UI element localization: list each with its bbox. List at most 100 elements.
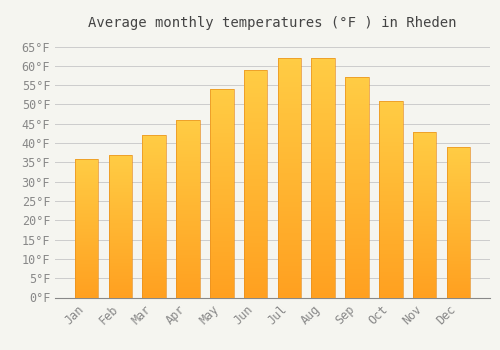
Bar [345,282,369,284]
Bar [278,257,301,259]
Bar [379,154,402,156]
Bar [446,288,470,290]
Bar [278,211,301,214]
Bar [210,214,234,216]
Bar [176,193,200,195]
Bar [312,82,335,84]
Bar [312,65,335,68]
Bar [210,279,234,281]
Bar [379,138,402,140]
Bar [379,211,402,213]
Bar [312,231,335,233]
Bar [244,199,268,202]
Bar [345,295,369,298]
Bar [176,120,200,298]
Bar [108,239,132,240]
Bar [413,185,436,186]
Bar [75,259,98,260]
Bar [75,171,98,173]
Bar [345,113,369,115]
Bar [446,178,470,180]
Bar [379,108,402,111]
Bar [278,89,301,92]
Bar [142,241,166,242]
Bar [312,276,335,278]
Bar [108,249,132,250]
Bar [312,290,335,293]
Bar [75,273,98,274]
Bar [312,125,335,127]
Bar [446,194,470,195]
Bar [244,261,268,263]
Bar [142,278,166,280]
Bar [142,169,166,171]
Bar [142,225,166,226]
Bar [446,199,470,201]
Bar [75,282,98,284]
Bar [312,144,335,147]
Bar [108,213,132,215]
Bar [244,179,268,181]
Bar [278,65,301,68]
Bar [142,272,166,273]
Bar [312,118,335,120]
Bar [108,159,132,160]
Bar [142,140,166,142]
Bar [278,125,301,127]
Bar [312,159,335,161]
Bar [75,166,98,167]
Bar [108,296,132,297]
Bar [345,278,369,280]
Bar [176,166,200,168]
Bar [75,183,98,185]
Title: Average monthly temperatures (°F ) in Rheden: Average monthly temperatures (°F ) in Rh… [88,16,457,30]
Bar [379,142,402,144]
Bar [379,294,402,295]
Bar [312,75,335,77]
Bar [244,108,268,111]
Bar [176,244,200,246]
Bar [244,202,268,204]
Bar [312,264,335,266]
Bar [345,95,369,97]
Bar [210,295,234,298]
Bar [210,247,234,250]
Bar [345,77,369,298]
Bar [176,150,200,152]
Bar [176,129,200,131]
Bar [176,141,200,143]
Bar [312,94,335,97]
Bar [413,264,436,266]
Bar [379,101,402,298]
Bar [108,236,132,238]
Bar [142,142,166,143]
Bar [278,286,301,288]
Bar [446,287,470,288]
Bar [244,133,268,136]
Bar [446,286,470,287]
Bar [446,256,470,257]
Bar [446,158,470,159]
Bar [176,230,200,232]
Bar [312,137,335,140]
Bar [278,58,301,298]
Bar [379,177,402,179]
Bar [142,135,166,298]
Bar [379,272,402,274]
Bar [345,91,369,93]
Bar [446,236,470,237]
Bar [108,225,132,226]
Bar [75,263,98,264]
Bar [278,221,301,223]
Bar [244,213,268,216]
Bar [413,196,436,198]
Bar [312,166,335,168]
Bar [176,218,200,219]
Bar [142,229,166,231]
Bar [278,92,301,94]
Bar [108,253,132,255]
Bar [379,207,402,209]
Bar [176,241,200,243]
Bar [312,104,335,106]
Bar [176,207,200,209]
